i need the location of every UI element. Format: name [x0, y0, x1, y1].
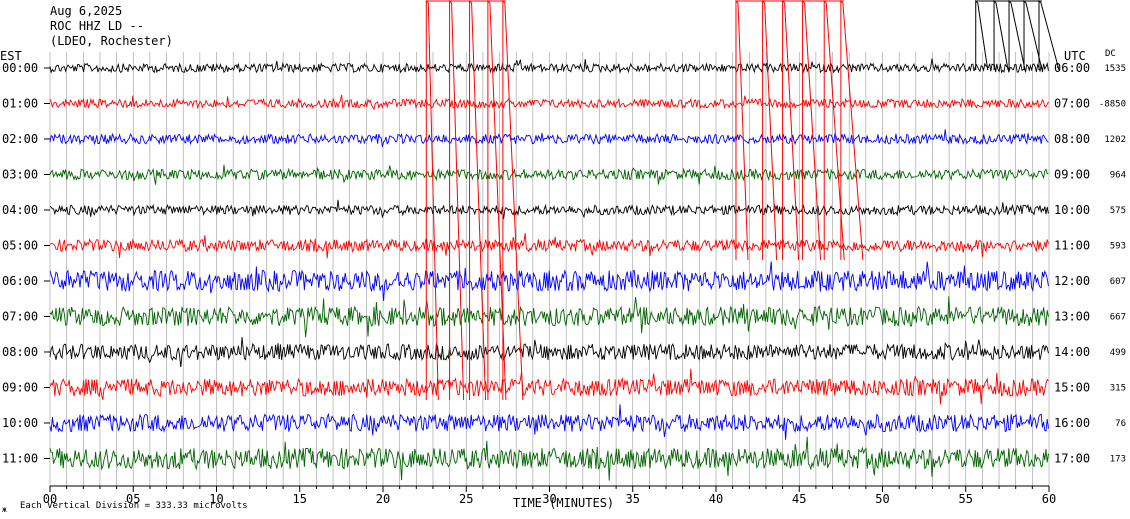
dc-offset-value: 1535	[1104, 64, 1126, 74]
trace-row-0900	[49, 368, 1049, 405]
utc-hour-label: 11:00	[1054, 238, 1090, 252]
dc-offset-value: 173	[1110, 454, 1126, 464]
event-marker-line	[1008, 0, 1026, 71]
event-marker-line	[762, 0, 778, 261]
right-zone-label: UTC	[1064, 49, 1086, 63]
trace-row-0800	[49, 337, 1049, 368]
grid-lines	[49, 52, 1050, 492]
dc-label: DC	[1105, 49, 1116, 59]
x-tick-label: 40	[709, 492, 723, 506]
event-marker-line	[802, 0, 822, 261]
event-marker-line	[993, 0, 1009, 71]
est-hour-label: 01:00	[2, 96, 38, 110]
est-hour-label: 05:00	[2, 238, 38, 252]
est-hour-label: 03:00	[2, 167, 38, 181]
x-tick-label: 60	[1042, 492, 1056, 506]
event-marker-line	[449, 0, 465, 401]
est-hour-label: 07:00	[2, 309, 38, 323]
est-hour-label: 08:00	[2, 345, 38, 359]
header-date: Aug 6,2025	[50, 4, 122, 18]
est-hour-label: 02:00	[2, 132, 38, 146]
trace-row-0600	[49, 261, 1049, 301]
x-tick-label: 35	[626, 492, 640, 506]
trace-row-0200	[49, 129, 1049, 148]
footnote-mark: ж	[2, 505, 7, 514]
left-zone-label: EST	[0, 49, 22, 63]
est-hour-label: 06:00	[2, 274, 38, 288]
utc-hour-label: 14:00	[1054, 345, 1090, 359]
utc-hour-label: 06:00	[1054, 61, 1090, 75]
trace-row-1100	[49, 436, 1049, 481]
dc-offset-value: 667	[1110, 312, 1126, 322]
event-marker-line	[782, 0, 800, 261]
x-tick-label: 55	[959, 492, 973, 506]
x-tick-label: 00	[43, 492, 57, 506]
header-network: (LDEO, Rochester)	[50, 34, 173, 48]
header-station: ROC HHZ LD --	[50, 19, 144, 33]
utc-hour-label: 10:00	[1054, 203, 1090, 217]
event-marker-line	[487, 0, 507, 401]
utc-hour-label: 17:00	[1054, 451, 1090, 465]
utc-hour-label: 15:00	[1054, 380, 1090, 394]
utc-hour-label: 16:00	[1054, 416, 1090, 430]
est-hour-label: 00:00	[2, 61, 38, 75]
x-tick-label: 05	[126, 492, 140, 506]
event-marker-line	[840, 0, 864, 261]
trace-row-0100	[49, 94, 1049, 111]
dc-offset-value: 499	[1110, 348, 1126, 358]
x-tick-label: 20	[376, 492, 390, 506]
utc-hour-label: 09:00	[1054, 167, 1090, 181]
trace-row-0300	[49, 164, 1049, 185]
utc-hour-label: 12:00	[1054, 274, 1090, 288]
dc-offset-value: 593	[1110, 241, 1126, 251]
vertical-division-footnote: Each Vertical Division = 333.33 microvol…	[20, 501, 248, 511]
event-marker-line	[735, 0, 749, 261]
x-tick-labels: 00 05 10 15 20 25 30 35 40 45 50 55 60	[43, 492, 1056, 506]
seismic-traces	[49, 58, 1049, 481]
utc-hour-labels: 06:00 07:00 08:00 09:00 10:00 11:00 12:00 13:00…	[1054, 61, 1090, 466]
dc-offset-value: 1202	[1104, 135, 1126, 145]
est-hour-label: 09:00	[2, 380, 38, 394]
x-tick-label: 45	[792, 492, 806, 506]
event-marker-line	[1023, 0, 1043, 71]
x-tick-label: 50	[875, 492, 889, 506]
dc-offset-value: 315	[1110, 383, 1126, 393]
dc-offset-value: 964	[1110, 170, 1126, 180]
x-axis-title: TIME (MINUTES)	[513, 496, 614, 510]
utc-hour-label: 13:00	[1054, 309, 1090, 323]
time-markers	[425, 0, 1060, 401]
trace-row-1000	[49, 404, 1049, 440]
dc-offset-value: 76	[1115, 419, 1126, 429]
event-marker-line	[425, 0, 439, 401]
dc-offset-labels: 1535 -8850 1202 964 575 593 607 667 499 315 76 173	[1099, 64, 1126, 465]
x-tick-label: 10	[209, 492, 223, 506]
x-tick-label: 30	[542, 492, 556, 506]
trace-row-0000	[49, 58, 1049, 74]
dc-offset-value: -8850	[1099, 99, 1126, 109]
trace-row-0700	[49, 296, 1049, 338]
x-tick-label: 25	[459, 492, 473, 506]
trace-row-0400	[49, 199, 1049, 220]
x-tick-label: 15	[293, 492, 307, 506]
est-hour-labels: 00:00 01:00 02:00 03:00 04:00 05:00 06:00 07:00…	[2, 61, 50, 465]
event-marker-line	[823, 0, 845, 261]
dc-offset-value: 607	[1110, 277, 1126, 287]
utc-hour-label: 07:00	[1054, 96, 1090, 110]
dc-offset-value: 575	[1110, 206, 1126, 216]
est-hour-label: 10:00	[2, 416, 38, 430]
utc-hour-label: 08:00	[1054, 132, 1090, 146]
event-marker-line	[975, 0, 989, 71]
est-hour-label: 04:00	[2, 203, 38, 217]
trace-row-0500	[49, 232, 1049, 259]
event-marker-line	[469, 0, 487, 401]
event-marker-line	[1038, 0, 1060, 71]
est-hour-label: 11:00	[2, 451, 38, 465]
event-marker-line	[502, 0, 524, 401]
